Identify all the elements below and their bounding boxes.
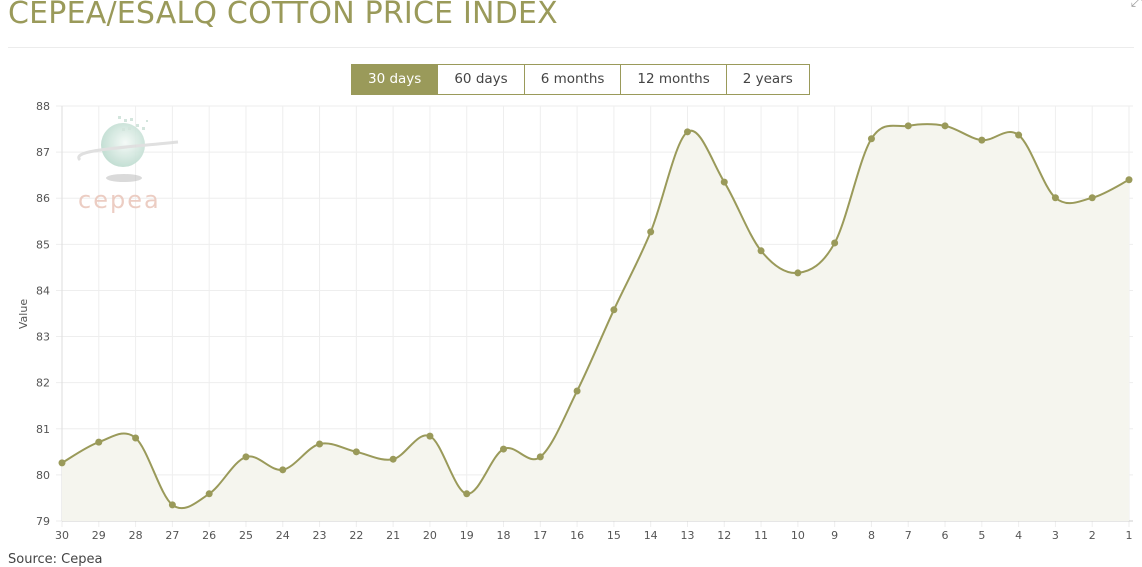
- data-point: [1125, 176, 1133, 184]
- data-point: [1051, 194, 1059, 202]
- y-tick-label: 85: [36, 238, 50, 251]
- y-tick-label: 83: [36, 331, 50, 344]
- x-tick-label: 4: [1015, 529, 1022, 542]
- range-6-months-button[interactable]: 6 months: [523, 65, 621, 94]
- x-tick-label: 12: [717, 529, 731, 542]
- y-tick-label: 87: [36, 146, 50, 159]
- x-tick-label: 13: [680, 529, 694, 542]
- x-tick-label: 25: [239, 529, 253, 542]
- data-point: [205, 490, 213, 498]
- x-tick-label: 2: [1089, 529, 1096, 542]
- y-tick-label: 79: [36, 515, 50, 528]
- data-point: [831, 239, 839, 247]
- expand-icon[interactable]: ⤢: [1130, 0, 1142, 10]
- x-tick-label: 11: [754, 529, 768, 542]
- x-tick-label: 19: [460, 529, 474, 542]
- range-60-days-button[interactable]: 60 days: [437, 65, 524, 94]
- range-selector: 30 days 60 days 6 months 12 months 2 yea…: [351, 64, 810, 95]
- x-tick-label: 6: [942, 529, 949, 542]
- data-point: [867, 135, 875, 143]
- data-point: [1015, 131, 1023, 139]
- cepea-watermark-text: cepea: [78, 186, 161, 214]
- data-point: [352, 448, 360, 456]
- range-30-days-button[interactable]: 30 days: [352, 65, 438, 94]
- x-tick-label: 17: [533, 529, 547, 542]
- x-tick-label: 18: [497, 529, 511, 542]
- x-tick-label: 30: [55, 529, 69, 542]
- x-tick-label: 26: [202, 529, 216, 542]
- x-tick-label: 28: [129, 529, 143, 542]
- y-axis-label: Value: [17, 299, 30, 329]
- data-point: [941, 122, 949, 130]
- x-tick-label: 22: [349, 529, 363, 542]
- y-tick-label: 81: [36, 423, 50, 436]
- data-point: [279, 466, 287, 474]
- x-tick-label: 20: [423, 529, 437, 542]
- y-tick-label: 82: [36, 377, 50, 390]
- data-point: [978, 136, 986, 144]
- y-tick-label: 88: [36, 100, 50, 113]
- data-point: [242, 453, 250, 461]
- data-point: [316, 440, 324, 448]
- data-point: [536, 453, 544, 461]
- x-tick-label: 1: [1126, 529, 1133, 542]
- x-tick-label: 21: [386, 529, 400, 542]
- x-tick-label: 8: [868, 529, 875, 542]
- x-tick-label: 15: [607, 529, 621, 542]
- range-12-months-button[interactable]: 12 months: [620, 65, 726, 94]
- x-tick-label: 9: [831, 529, 838, 542]
- source-note: Source: Cepea: [8, 552, 103, 567]
- data-point: [683, 128, 691, 136]
- data-point: [463, 490, 471, 498]
- x-tick-label: 14: [644, 529, 658, 542]
- divider: [8, 47, 1134, 48]
- data-point: [573, 387, 581, 395]
- data-point: [389, 455, 397, 463]
- page-title: CEPEA/ESALQ COTTON PRICE INDEX: [8, 0, 558, 31]
- data-point: [168, 501, 176, 509]
- data-point: [58, 459, 66, 467]
- data-point: [426, 432, 434, 440]
- data-point: [904, 122, 912, 130]
- x-tick-label: 16: [570, 529, 584, 542]
- data-point: [757, 247, 765, 255]
- x-tick-label: 24: [276, 529, 290, 542]
- data-point: [132, 434, 140, 442]
- y-tick-label: 80: [36, 469, 50, 482]
- y-tick-label: 86: [36, 192, 50, 205]
- x-tick-label: 27: [165, 529, 179, 542]
- data-point: [610, 306, 618, 314]
- x-tick-label: 29: [92, 529, 106, 542]
- range-2-years-button[interactable]: 2 years: [725, 65, 809, 94]
- data-point: [720, 178, 728, 186]
- data-point: [1088, 194, 1096, 202]
- cepea-logo: cepea: [77, 116, 179, 214]
- data-point: [647, 228, 655, 236]
- data-point: [95, 438, 103, 446]
- y-tick-label: 84: [36, 284, 50, 297]
- data-point: [794, 269, 802, 277]
- x-tick-label: 7: [905, 529, 912, 542]
- data-point: [500, 445, 508, 453]
- x-tick-label: 23: [313, 529, 327, 542]
- series-area: [62, 124, 1129, 521]
- x-tick-label: 10: [791, 529, 805, 542]
- x-tick-label: 3: [1052, 529, 1059, 542]
- x-tick-label: 5: [978, 529, 985, 542]
